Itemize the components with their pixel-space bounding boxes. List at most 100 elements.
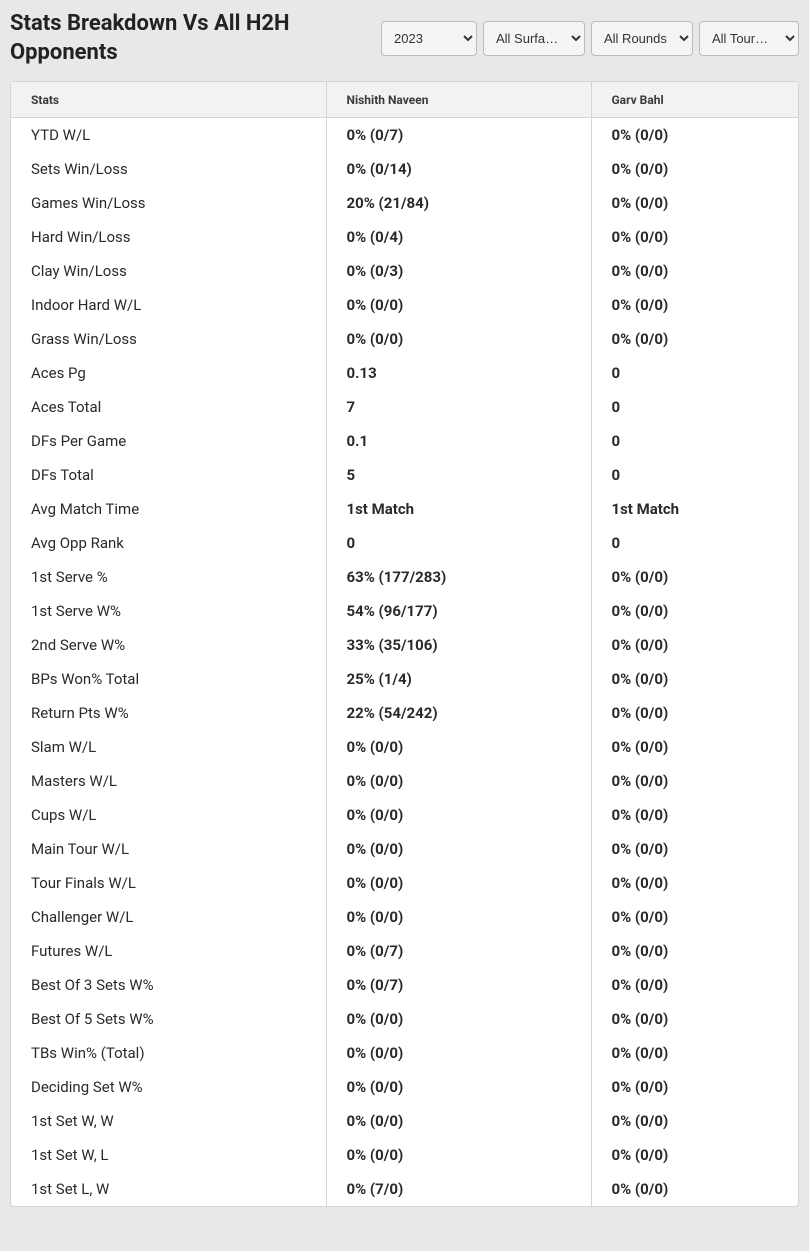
- table-row: Hard Win/Loss0% (0/4)0% (0/0): [11, 220, 798, 254]
- stat-label: Avg Opp Rank: [11, 526, 326, 560]
- stat-value-player1: 22% (54/242): [326, 696, 591, 730]
- stats-table-container: Stats Nishith Naveen Garv Bahl YTD W/L0%…: [10, 81, 799, 1207]
- stat-label: Grass Win/Loss: [11, 322, 326, 356]
- stat-value-player2: 0% (0/0): [591, 1070, 798, 1104]
- stat-label: Main Tour W/L: [11, 832, 326, 866]
- table-row: 2nd Serve W%33% (35/106)0% (0/0): [11, 628, 798, 662]
- stat-label: Masters W/L: [11, 764, 326, 798]
- stat-label: 1st Serve %: [11, 560, 326, 594]
- stat-value-player1: 0% (0/0): [326, 1002, 591, 1036]
- stat-value-player2: 0% (0/0): [591, 560, 798, 594]
- stat-label: Return Pts W%: [11, 696, 326, 730]
- stats-table: Stats Nishith Naveen Garv Bahl YTD W/L0%…: [11, 82, 798, 1206]
- table-row: DFs Per Game0.10: [11, 424, 798, 458]
- stat-label: Games Win/Loss: [11, 186, 326, 220]
- stat-value-player1: 0.13: [326, 356, 591, 390]
- stat-value-player1: 33% (35/106): [326, 628, 591, 662]
- stat-value-player1: 0% (0/0): [326, 1104, 591, 1138]
- stat-value-player1: 0% (0/14): [326, 152, 591, 186]
- stat-value-player1: 0% (0/0): [326, 764, 591, 798]
- table-row: Aces Total70: [11, 390, 798, 424]
- stat-value-player2: 0% (0/0): [591, 594, 798, 628]
- round-select[interactable]: All Rounds: [591, 21, 693, 56]
- header-bar: Stats Breakdown Vs All H2H Opponents 202…: [0, 0, 809, 81]
- stat-value-player1: 7: [326, 390, 591, 424]
- stat-label: 1st Serve W%: [11, 594, 326, 628]
- table-row: DFs Total50: [11, 458, 798, 492]
- surface-select[interactable]: All Surfa…: [483, 21, 585, 56]
- table-row: 1st Set W, L0% (0/0)0% (0/0): [11, 1138, 798, 1172]
- table-row: Masters W/L0% (0/0)0% (0/0): [11, 764, 798, 798]
- stat-value-player1: 0% (0/0): [326, 1070, 591, 1104]
- stat-value-player1: 0% (7/0): [326, 1172, 591, 1206]
- page-title: Stats Breakdown Vs All H2H Opponents: [10, 10, 370, 67]
- stat-value-player1: 0.1: [326, 424, 591, 458]
- stat-value-player2: 0% (0/0): [591, 220, 798, 254]
- stat-value-player1: 0% (0/0): [326, 322, 591, 356]
- table-header-row: Stats Nishith Naveen Garv Bahl: [11, 82, 798, 118]
- stat-label: Best Of 3 Sets W%: [11, 968, 326, 1002]
- stat-value-player2: 0% (0/0): [591, 832, 798, 866]
- table-row: Indoor Hard W/L0% (0/0)0% (0/0): [11, 288, 798, 322]
- stat-value-player2: 0% (0/0): [591, 866, 798, 900]
- stat-value-player1: 20% (21/84): [326, 186, 591, 220]
- stat-value-player1: 0: [326, 526, 591, 560]
- stat-label: 1st Set W, L: [11, 1138, 326, 1172]
- stat-label: Challenger W/L: [11, 900, 326, 934]
- year-select[interactable]: 2023: [381, 21, 477, 56]
- table-row: Sets Win/Loss0% (0/14)0% (0/0): [11, 152, 798, 186]
- stat-value-player2: 0: [591, 526, 798, 560]
- stat-value-player2: 0: [591, 458, 798, 492]
- table-row: 1st Set L, W0% (7/0)0% (0/0): [11, 1172, 798, 1206]
- table-row: Avg Match Time1st Match1st Match: [11, 492, 798, 526]
- column-header-player2: Garv Bahl: [591, 82, 798, 118]
- tour-select[interactable]: All Tour…: [699, 21, 799, 56]
- stat-value-player2: 0% (0/0): [591, 288, 798, 322]
- stat-value-player2: 0% (0/0): [591, 696, 798, 730]
- stat-value-player2: 0% (0/0): [591, 186, 798, 220]
- column-header-player1: Nishith Naveen: [326, 82, 591, 118]
- stat-label: Indoor Hard W/L: [11, 288, 326, 322]
- stat-value-player2: 0% (0/0): [591, 152, 798, 186]
- stats-tbody: YTD W/L0% (0/7)0% (0/0)Sets Win/Loss0% (…: [11, 118, 798, 1207]
- stat-value-player2: 0: [591, 356, 798, 390]
- table-row: 1st Serve W%54% (96/177)0% (0/0): [11, 594, 798, 628]
- stat-value-player2: 0% (0/0): [591, 1036, 798, 1070]
- stat-label: Deciding Set W%: [11, 1070, 326, 1104]
- stat-value-player2: 0% (0/0): [591, 254, 798, 288]
- stat-value-player2: 0% (0/0): [591, 628, 798, 662]
- stat-value-player1: 0% (0/4): [326, 220, 591, 254]
- stat-value-player2: 1st Match: [591, 492, 798, 526]
- stat-value-player1: 0% (0/7): [326, 934, 591, 968]
- table-row: TBs Win% (Total)0% (0/0)0% (0/0): [11, 1036, 798, 1070]
- table-row: Clay Win/Loss0% (0/3)0% (0/0): [11, 254, 798, 288]
- stat-label: DFs Total: [11, 458, 326, 492]
- stat-value-player2: 0% (0/0): [591, 798, 798, 832]
- stat-value-player1: 0% (0/0): [326, 288, 591, 322]
- table-row: Best Of 5 Sets W%0% (0/0)0% (0/0): [11, 1002, 798, 1036]
- stat-value-player1: 0% (0/0): [326, 832, 591, 866]
- stat-label: 2nd Serve W%: [11, 628, 326, 662]
- table-row: 1st Serve %63% (177/283)0% (0/0): [11, 560, 798, 594]
- stat-value-player1: 1st Match: [326, 492, 591, 526]
- table-row: Tour Finals W/L0% (0/0)0% (0/0): [11, 866, 798, 900]
- stat-value-player1: 0% (0/7): [326, 968, 591, 1002]
- stat-label: YTD W/L: [11, 118, 326, 153]
- stat-value-player1: 0% (0/0): [326, 866, 591, 900]
- stat-value-player1: 0% (0/0): [326, 1036, 591, 1070]
- stat-label: Slam W/L: [11, 730, 326, 764]
- table-row: YTD W/L0% (0/7)0% (0/0): [11, 118, 798, 153]
- filter-group: 2023 All Surfa… All Rounds All Tour…: [381, 21, 799, 56]
- table-row: BPs Won% Total25% (1/4)0% (0/0): [11, 662, 798, 696]
- table-row: Return Pts W%22% (54/242)0% (0/0): [11, 696, 798, 730]
- stat-value-player2: 0% (0/0): [591, 730, 798, 764]
- stat-label: TBs Win% (Total): [11, 1036, 326, 1070]
- stat-label: BPs Won% Total: [11, 662, 326, 696]
- table-row: Slam W/L0% (0/0)0% (0/0): [11, 730, 798, 764]
- stat-label: Tour Finals W/L: [11, 866, 326, 900]
- stat-value-player1: 63% (177/283): [326, 560, 591, 594]
- stat-value-player1: 5: [326, 458, 591, 492]
- stat-value-player1: 0% (0/7): [326, 118, 591, 153]
- stat-value-player2: 0% (0/0): [591, 322, 798, 356]
- stat-value-player1: 25% (1/4): [326, 662, 591, 696]
